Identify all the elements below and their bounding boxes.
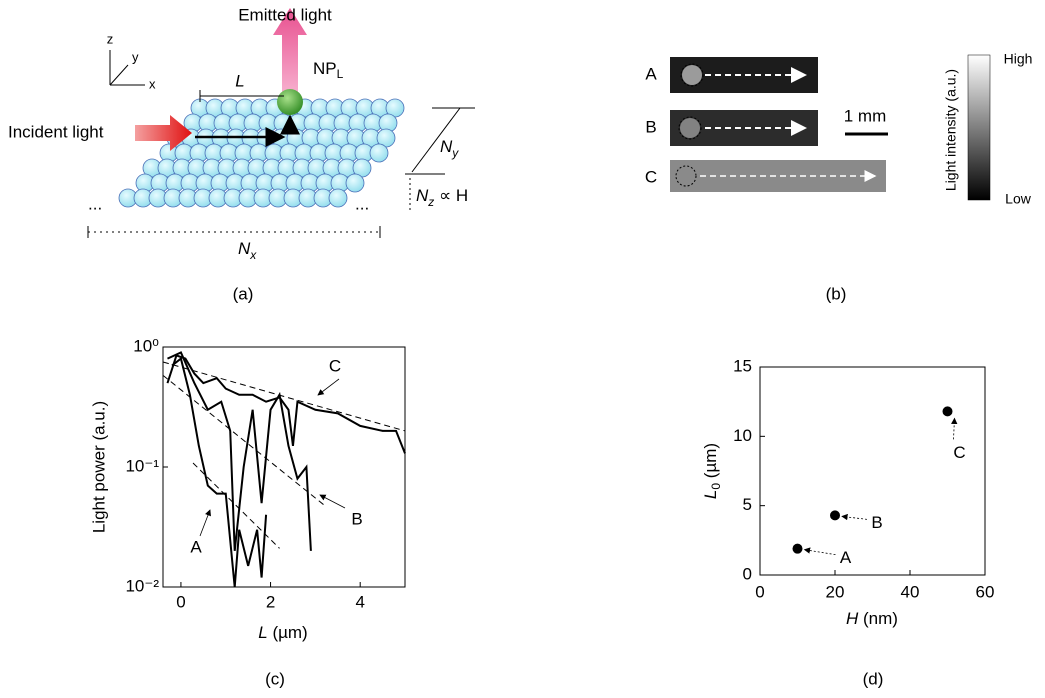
- colorbar: [967, 54, 991, 201]
- fit-line: [162, 361, 406, 432]
- emitted-label: Emitted light: [238, 5, 332, 24]
- curve-pointer: [319, 494, 346, 509]
- point: [942, 406, 953, 417]
- point-label: C: [953, 443, 965, 462]
- y-tick-label: 10: [733, 426, 752, 445]
- x-tick-label: 40: [901, 582, 920, 601]
- y-tick-label: 15: [733, 356, 752, 375]
- point-label: A: [840, 548, 852, 567]
- y-label-rest: (µm): [701, 443, 720, 483]
- ellipsis-left: ...: [88, 194, 102, 213]
- y-tick-label: 10⁻²: [125, 576, 159, 595]
- axis-triad: z y x: [107, 31, 156, 91]
- panel-label: (b): [826, 284, 847, 303]
- x-label-rest: (µm): [268, 623, 308, 642]
- point-pointer: [841, 513, 868, 521]
- y-axis-label: L0 (µm): [701, 443, 723, 499]
- y-tick-label: 5: [743, 495, 752, 514]
- nz-main: N: [416, 186, 429, 205]
- particle: [369, 143, 389, 163]
- axis-y: y: [132, 49, 139, 64]
- point: [830, 510, 840, 521]
- particle: [345, 173, 365, 193]
- row-label: C: [645, 167, 657, 186]
- point-label: B: [871, 513, 882, 532]
- y-label-sub: 0: [709, 483, 723, 490]
- x-axis-label: H (nm): [846, 609, 898, 628]
- data-line: [171, 356, 268, 588]
- x-tick-label: 2: [266, 592, 275, 611]
- ny-line: [411, 107, 461, 173]
- y-tick-label: 10⁰: [133, 336, 159, 355]
- nz-label: Nz ∝ H: [416, 186, 468, 209]
- x-label-main: L: [258, 623, 267, 642]
- panel-label: (c): [265, 669, 285, 688]
- emitted-arrow: [273, 8, 307, 95]
- x-tick-label: 0: [755, 582, 764, 601]
- curve-label: C: [329, 356, 341, 375]
- panel-label: (d): [863, 669, 884, 688]
- nz-rest: ∝ H: [434, 186, 468, 205]
- colorbar-title: Light intensity (a.u.): [943, 69, 959, 191]
- nx-label: Nx: [238, 239, 257, 262]
- curve-label: A: [190, 537, 202, 556]
- scale-label: 1 mm: [844, 106, 887, 125]
- colorbar-low: Low: [1005, 191, 1032, 207]
- x-tick-label: 4: [355, 592, 364, 611]
- nanoparticle: [277, 89, 303, 115]
- axis-z: z: [107, 31, 114, 46]
- nx-main: N: [238, 239, 251, 258]
- x-label-rest: (nm): [858, 609, 898, 628]
- row-label: B: [645, 117, 656, 136]
- x-tick-label: 60: [976, 582, 995, 601]
- particle-layer: [118, 98, 405, 208]
- incident-arrow: [135, 115, 192, 151]
- nx-sub: x: [249, 248, 257, 262]
- point: [792, 543, 803, 554]
- axis-x: x: [149, 76, 156, 91]
- nz-sub: z: [427, 195, 434, 209]
- x-tick-label: 0: [176, 592, 185, 611]
- y-tick-label: 0: [743, 564, 752, 583]
- data-line: [166, 354, 406, 454]
- plot-frame: [759, 366, 986, 576]
- particle: [328, 188, 348, 208]
- ny-label: Ny: [440, 137, 459, 160]
- colorbar-high: High: [1004, 51, 1033, 67]
- np-label: NPL: [313, 59, 344, 81]
- distance-label: L: [235, 71, 244, 90]
- np-sub: L: [337, 67, 344, 81]
- panel-label: (a): [233, 284, 254, 303]
- row-label: A: [645, 64, 657, 83]
- y-axis-label: Light power (a.u.): [89, 401, 108, 533]
- incident-label: Incident light: [8, 122, 104, 141]
- point-pointer: [951, 417, 958, 440]
- ellipsis-right: ...: [355, 194, 369, 213]
- np-main: NP: [313, 59, 337, 78]
- point-pointer: [803, 547, 836, 556]
- image-strips: [670, 57, 886, 192]
- ny-main: N: [440, 137, 453, 156]
- data-line: [167, 351, 312, 551]
- y-label-main: L: [701, 490, 720, 499]
- x-axis-label: L (µm): [258, 623, 307, 642]
- curve-pointer: [317, 378, 340, 396]
- ny-sub: y: [451, 146, 459, 160]
- y-tick-label: 10⁻¹: [125, 456, 159, 475]
- curve-pointer: [199, 509, 211, 537]
- curve-label: B: [351, 509, 362, 528]
- x-label-main: H: [846, 609, 859, 628]
- x-tick-label: 20: [826, 582, 845, 601]
